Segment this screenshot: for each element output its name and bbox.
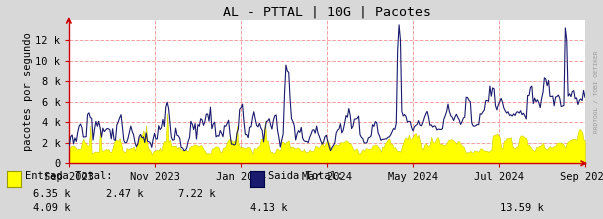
- Text: 6.35 k: 6.35 k: [33, 189, 71, 199]
- Text: 13.59 k: 13.59 k: [500, 203, 545, 214]
- Title: AL - PTTAL | 10G | Pacotes: AL - PTTAL | 10G | Pacotes: [223, 5, 431, 19]
- Text: 4.09 k: 4.09 k: [33, 203, 71, 214]
- Text: RRDTOOL / TOBI OETIKER: RRDTOOL / TOBI OETIKER: [594, 51, 599, 133]
- Text: 7.22 k: 7.22 k: [178, 189, 215, 199]
- Text: Saida Total:: Saida Total:: [268, 171, 343, 181]
- Text: Entrada Total:: Entrada Total:: [25, 171, 113, 181]
- Text: 4.13 k: 4.13 k: [250, 203, 288, 214]
- Text: 2.47 k: 2.47 k: [106, 189, 143, 199]
- Y-axis label: pacotes por segundo: pacotes por segundo: [22, 32, 33, 151]
